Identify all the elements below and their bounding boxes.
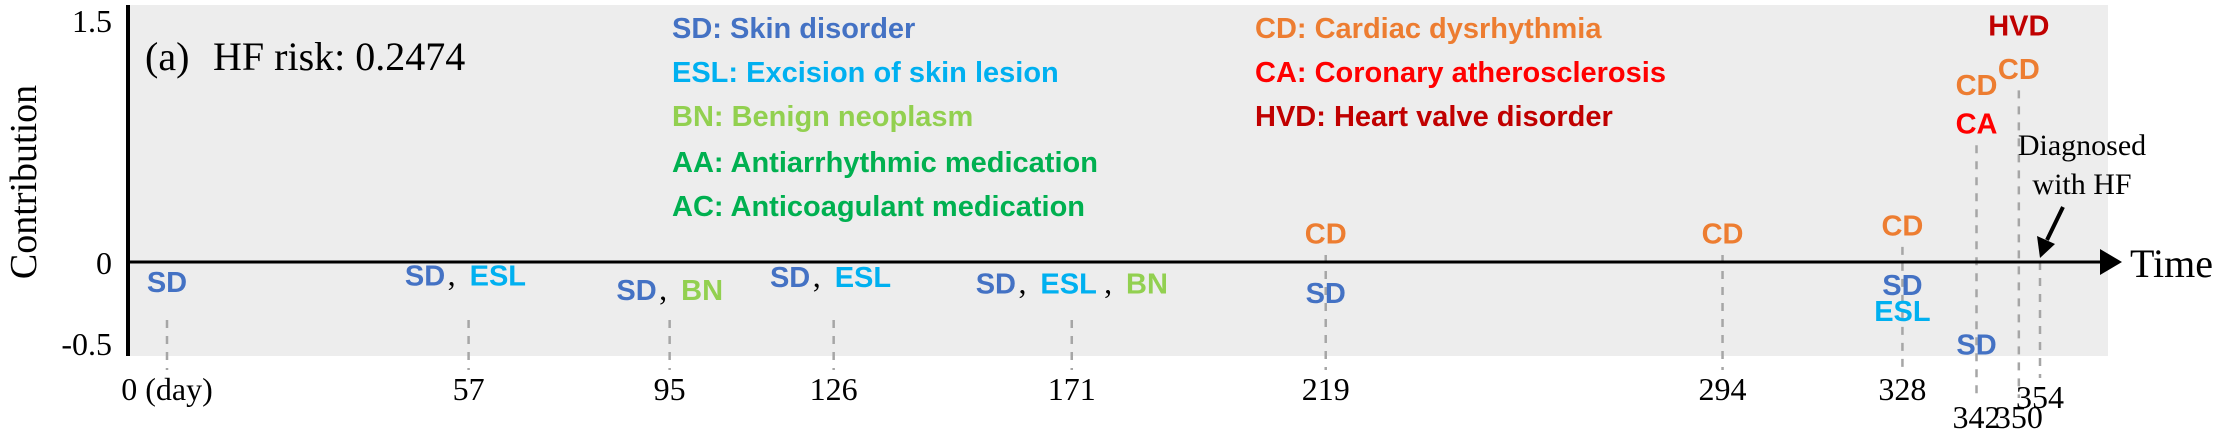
event-label-cd: CD	[1956, 70, 1998, 102]
event-label-cd: CD	[1998, 54, 2040, 86]
panel-label: (a)	[145, 34, 189, 79]
event-label-sd: SD	[770, 262, 810, 294]
x-tick-label: 328	[1878, 371, 1926, 407]
event-label-bn: BN	[1126, 268, 1168, 300]
x-tick-label: 57	[453, 371, 485, 407]
event-label-sd: SD	[1956, 330, 1996, 362]
event-label-sd: SD	[147, 267, 187, 299]
event-label-esl: ESL	[470, 260, 526, 292]
event-separator: ,	[1104, 264, 1112, 300]
event-separator: ,	[448, 256, 456, 292]
legend-item-aa: AA: Antiarrhythmic medication	[672, 147, 1098, 179]
x-tick-label: 342	[1953, 399, 2001, 435]
y-tick-neg-0-5: -0.5	[61, 326, 112, 362]
x-tick-label: 219	[1302, 371, 1350, 407]
event-label-esl: ESL	[1040, 268, 1096, 300]
event-label-esl: ESL	[835, 262, 891, 294]
x-tick-label: 95	[654, 371, 686, 407]
x-axis-label: Time	[2130, 241, 2213, 286]
diagnosed-label-line2: with HF	[2032, 168, 2131, 201]
legend-item-ca: CA: Coronary atherosclerosis	[1255, 57, 1666, 89]
event-label-hvd: HVD	[1988, 10, 2049, 42]
event-label-sd: SD	[1306, 278, 1346, 310]
x-tick-label: 171	[1048, 371, 1096, 407]
x-tick-label: 0 (day)	[121, 371, 213, 407]
event-label-esl: ESL	[1874, 296, 1930, 328]
event-label-ca: CA	[1956, 109, 1998, 141]
legend-item-cd: CD: Cardiac dysrhythmia	[1255, 13, 1602, 45]
event-label-bn: BN	[681, 275, 723, 307]
visit-dash-lines	[165, 90, 2042, 398]
plot-background	[128, 5, 2108, 356]
x-tick-label: 350	[1995, 399, 2043, 435]
legend-item-hvd: HVD: Heart valve disorder	[1255, 101, 1613, 133]
legend-item-bn: BN: Benign neoplasm	[672, 101, 973, 133]
x-tick-label: 294	[1699, 371, 1747, 407]
diagnosed-label-line1: Diagnosed	[2018, 129, 2146, 162]
y-tick-1-5: 1.5	[72, 3, 112, 39]
legend: SD: Skin disorder ESL: Excision of skin …	[672, 13, 1666, 223]
event-label-sd: SD	[405, 260, 445, 292]
y-tick-0: 0	[96, 245, 112, 281]
event-label-sd: SD	[976, 268, 1016, 300]
legend-item-ac: AC: Anticoagulant medication	[672, 191, 1085, 223]
event-separator: ,	[1018, 264, 1026, 300]
event-separator: ,	[813, 258, 821, 294]
event-label-cd: CD	[1702, 218, 1744, 250]
x-axis-arrowhead	[2100, 249, 2122, 275]
event-separator: ,	[659, 271, 667, 307]
hf-risk-text: HF risk: 0.2474	[213, 34, 465, 79]
y-axis-label: Contribution	[3, 85, 45, 279]
legend-item-esl: ESL: Excision of skin lesion	[672, 57, 1059, 89]
event-label-sd: SD	[616, 275, 656, 307]
diagnosed-arrowhead	[2037, 236, 2055, 258]
event-label-cd: CD	[1305, 218, 1347, 250]
x-tick-label: 126	[810, 371, 858, 407]
event-label-sd: SD	[1882, 270, 1922, 302]
event-label-cd: CD	[1881, 210, 1923, 242]
legend-item-sd: SD: Skin disorder	[672, 13, 915, 45]
diagnosed-arrow-shaft	[2045, 206, 2065, 241]
x-tick-label: 354	[2016, 379, 2064, 415]
